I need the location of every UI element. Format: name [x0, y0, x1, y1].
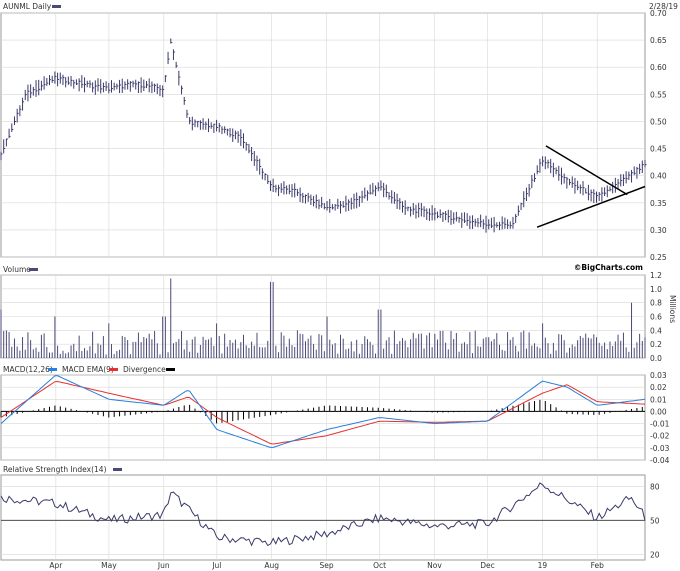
- price-y-tick-label: 0.45: [650, 145, 667, 154]
- macd-line: [0, 375, 646, 448]
- support-trendline: [536, 185, 646, 228]
- price-y-tick-label: 0.30: [650, 226, 667, 235]
- macd-y-tick-label: -0.04: [650, 456, 670, 465]
- price-y-tick-label: 0.70: [650, 9, 667, 18]
- rsi-legend-swatch: [113, 468, 122, 471]
- signal-legend-swatch: [109, 368, 118, 371]
- volume-y-tick-label: 0.2: [650, 340, 662, 349]
- macd-signal-line: [0, 380, 646, 445]
- rsi-y-tick-label: 80: [650, 482, 660, 491]
- price-y-tick-label: 0.65: [650, 36, 667, 45]
- price-y-tick-label: 0.35: [650, 199, 667, 208]
- macd-y-tick-label: -0.02: [650, 432, 670, 441]
- x-tick-label: 19: [538, 561, 548, 570]
- x-tick-label: May: [101, 561, 117, 570]
- macd-panel: [0, 374, 646, 461]
- x-tick-label: Nov: [427, 561, 442, 570]
- macd-y-tick-label: 0.03: [650, 371, 667, 380]
- price-title: AUNML Daily: [3, 2, 52, 11]
- resistance-trendline: [545, 145, 628, 196]
- rsi-line: [0, 482, 646, 547]
- price-y-tick-label: 0.40: [650, 172, 667, 181]
- macd-label-1: MACD(12,26): [3, 365, 53, 374]
- price-y-tick-label: 0.25: [650, 253, 667, 262]
- rsi-y-tick-label: 20: [650, 550, 660, 559]
- macd-label-2: MACD EMA(9): [62, 365, 114, 374]
- rsi-title: Relative Strength Index(14): [3, 465, 107, 474]
- price-legend-swatch: [52, 5, 61, 8]
- volume-y-tick-label: 0.6: [650, 313, 662, 322]
- tick-labels: Apr May Jun Jul Aug Sep Oct Nov Dec 19 Feb0.700.65…: [49, 9, 669, 570]
- volume-unit-label: Millions: [668, 295, 677, 323]
- volume-y-tick-label: 0.4: [650, 326, 662, 335]
- x-tick-label: Jul: [211, 561, 221, 570]
- macd-label-3: Divergence: [123, 365, 166, 374]
- macd-y-tick-label: -0.03: [650, 444, 670, 453]
- date-label: 2/28/19: [649, 2, 678, 11]
- x-tick-label: Oct: [373, 561, 386, 570]
- x-tick-label: Aug: [264, 561, 279, 570]
- macd-y-tick-label: -0.01: [650, 420, 670, 429]
- volume-legend-swatch: [29, 268, 38, 271]
- x-tick-label: Apr: [49, 561, 63, 570]
- divergence-legend-swatch: [166, 368, 175, 371]
- macd-legend-swatch: [48, 368, 57, 371]
- volume-y-tick-label: 0.0: [650, 354, 662, 363]
- macd-y-tick-label: 0.00: [650, 407, 667, 416]
- x-tick-label: Dec: [480, 561, 495, 570]
- watermark: ©BigCharts.com: [574, 263, 643, 272]
- volume-y-tick-label: 1.0: [650, 285, 662, 294]
- volume-title: Volume: [3, 265, 31, 274]
- volume-y-tick-label: 0.8: [650, 299, 662, 308]
- price-panel: [0, 12, 646, 258]
- x-tick-label: Jun: [157, 561, 170, 570]
- rsi-panel: [0, 474, 646, 561]
- rsi-y-tick-label: 50: [650, 516, 660, 525]
- volume-y-tick-label: 1.2: [650, 271, 662, 280]
- macd-y-tick-label: 0.02: [650, 383, 667, 392]
- price-y-tick-label: 0.60: [650, 63, 667, 72]
- x-tick-label: Feb: [591, 561, 605, 570]
- macd-y-tick-label: 0.01: [650, 395, 667, 404]
- price-y-tick-label: 0.55: [650, 90, 667, 99]
- x-tick-label: Sep: [319, 561, 333, 570]
- price-y-tick-label: 0.50: [650, 117, 667, 126]
- chart-marks: [0, 38, 647, 547]
